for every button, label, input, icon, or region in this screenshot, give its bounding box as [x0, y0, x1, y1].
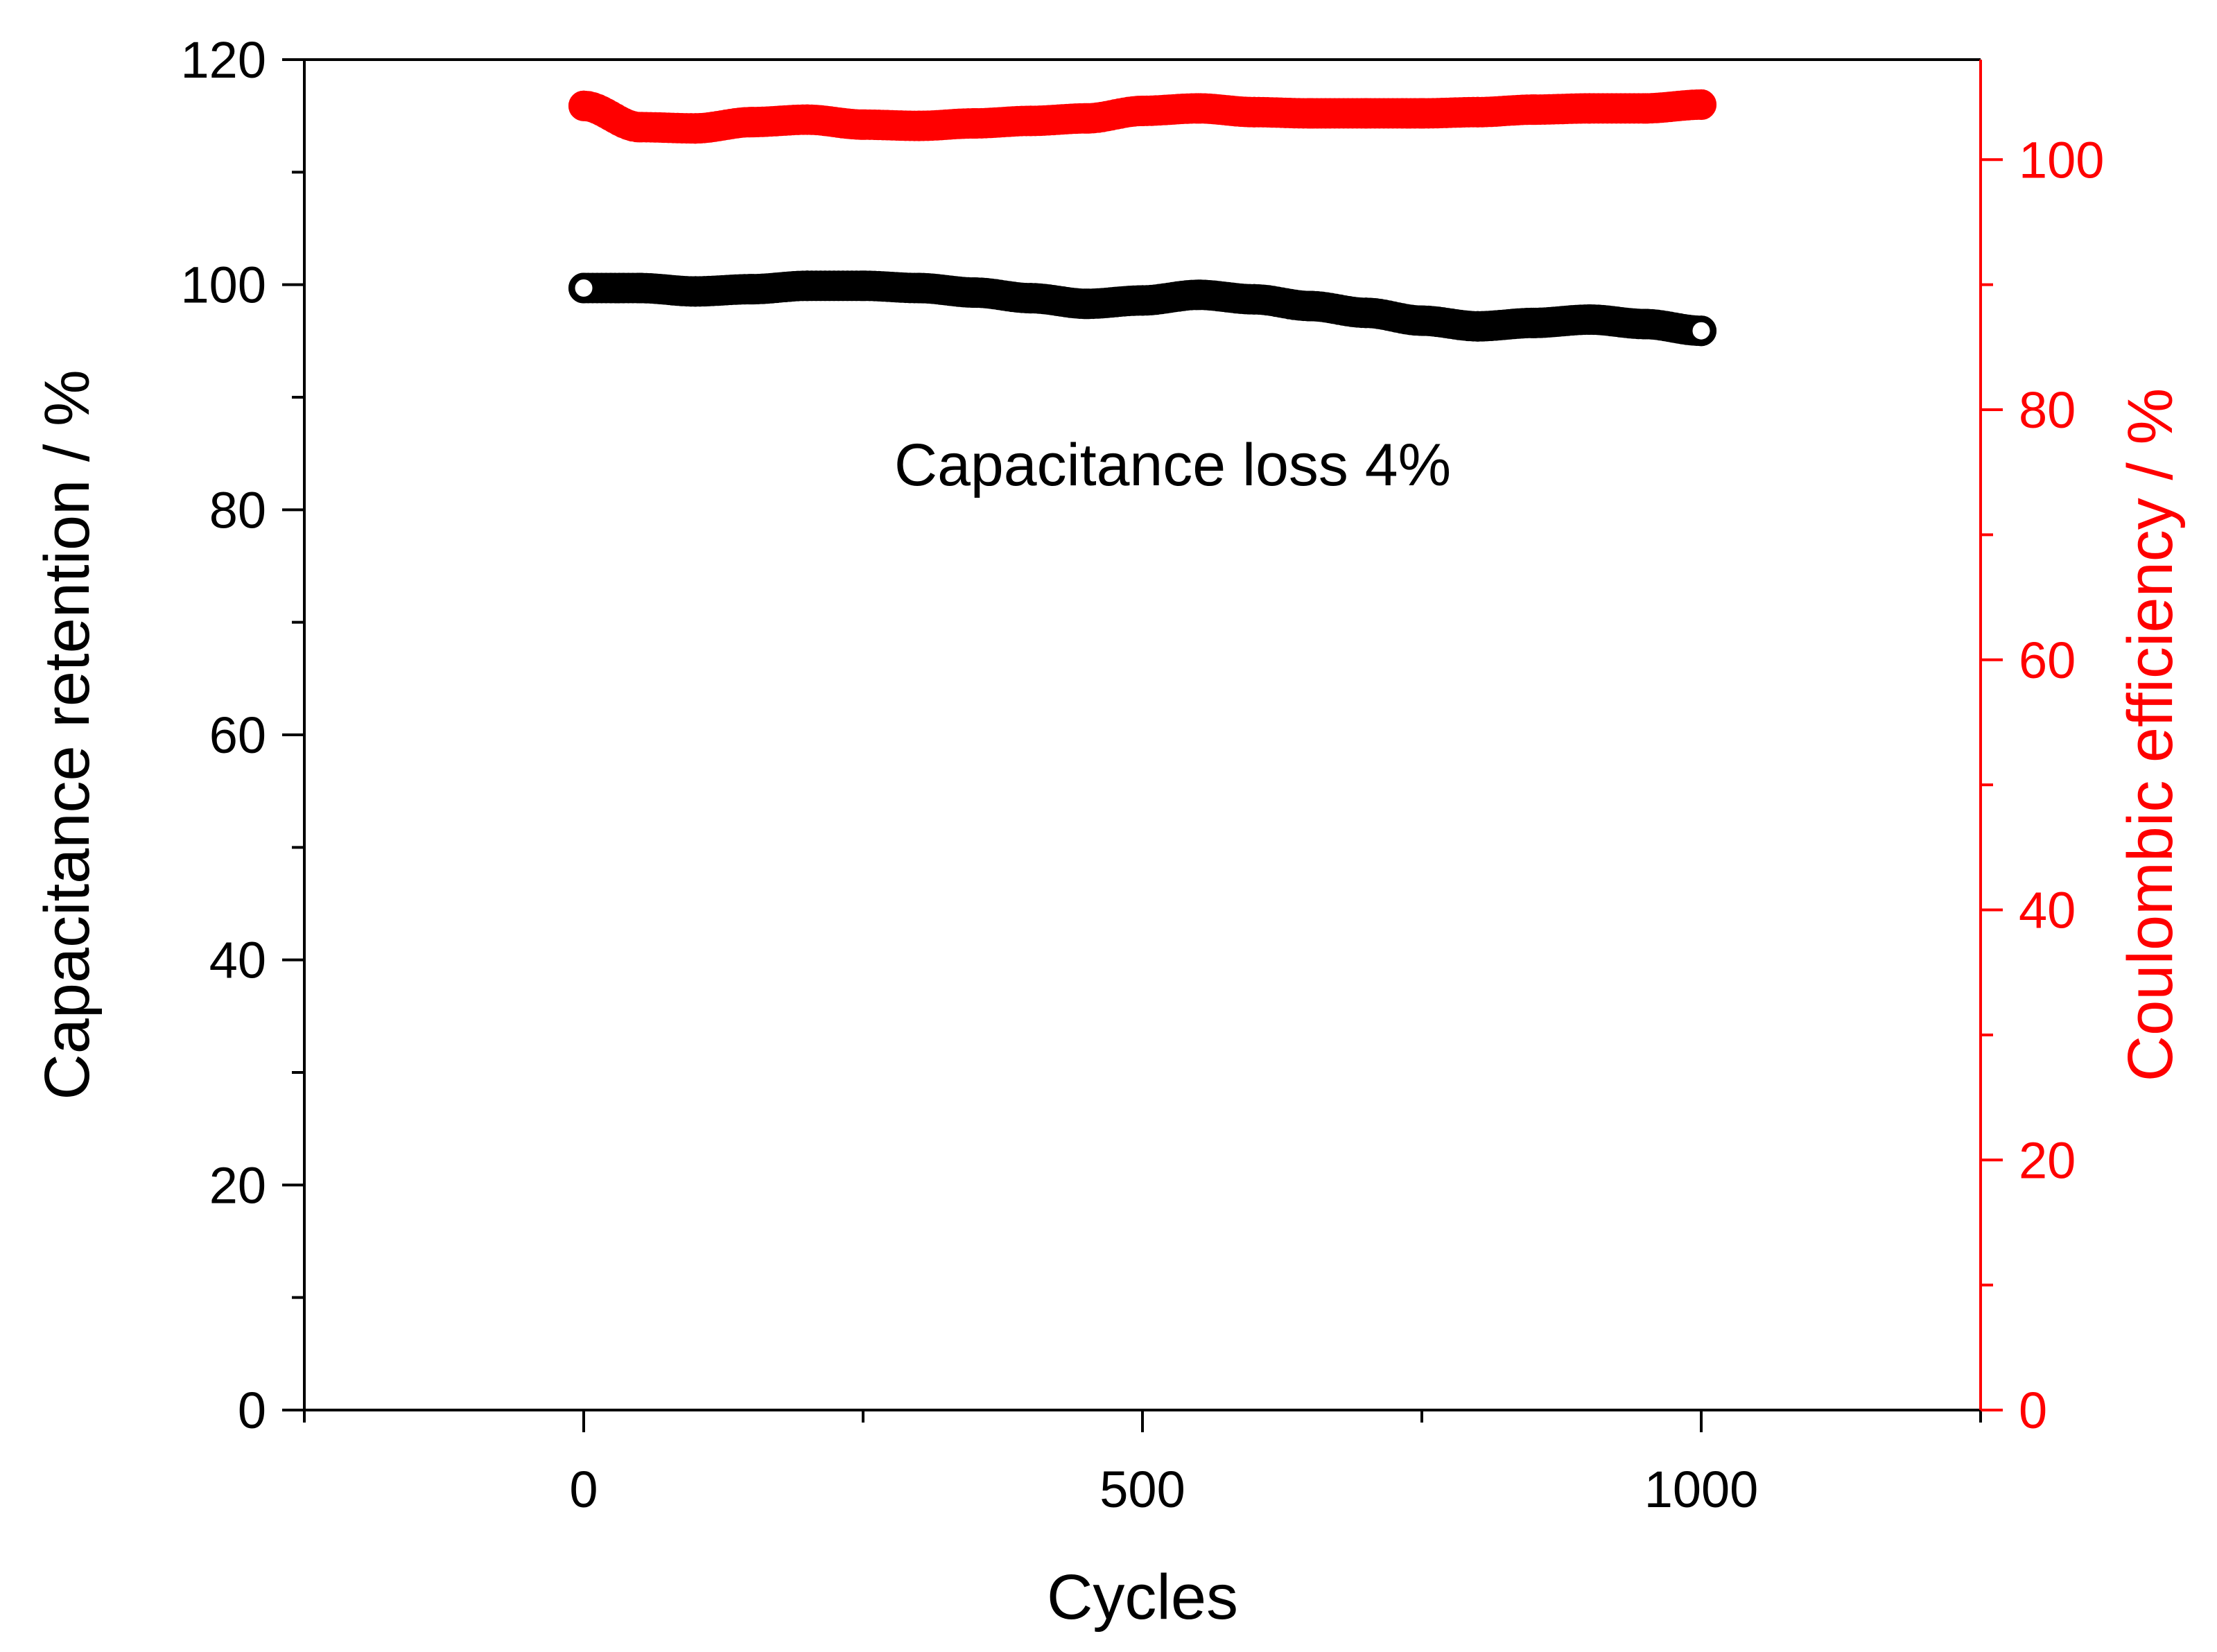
- retention-end-point: [1687, 317, 1715, 345]
- retention-point: [792, 270, 823, 302]
- efficiency-point: [680, 113, 711, 144]
- efficiency-point: [1239, 96, 1270, 128]
- x-tick-label: 1000: [1644, 1461, 1759, 1518]
- y2-tick-label: 60: [2019, 632, 2076, 689]
- efficiency-point: [1127, 95, 1158, 126]
- efficiency-point: [848, 109, 878, 140]
- y-axis-title: Capacitance retention / %: [32, 369, 103, 1100]
- retention-point: [1407, 305, 1437, 336]
- y-tick-label: 40: [209, 932, 266, 989]
- efficiency-point: [1407, 98, 1437, 129]
- retention-point: [624, 272, 655, 304]
- y2-tick-label: 100: [2019, 131, 2104, 189]
- efficiency-point: [1015, 105, 1046, 137]
- efficiency-point: [1071, 103, 1102, 134]
- y-tick-label: 20: [209, 1156, 266, 1214]
- retention-series: [568, 270, 1716, 347]
- retention-point: [959, 277, 991, 308]
- efficiency-point: [736, 107, 767, 138]
- efficiency-point: [624, 112, 655, 143]
- x-axis-title: Cycles: [1047, 1562, 1238, 1633]
- retention-point: [1239, 284, 1270, 315]
- series-layer: [568, 89, 1716, 347]
- retention-point: [1350, 297, 1382, 329]
- efficiency-point: [1630, 93, 1661, 124]
- retention-point: [1071, 288, 1102, 320]
- retention-point: [1127, 285, 1158, 316]
- y2-tick-label: 0: [2019, 1382, 2047, 1439]
- annotation-text: Capacitance loss 4%: [894, 432, 1451, 498]
- efficiency-point: [903, 110, 934, 141]
- retention-point: [903, 272, 934, 304]
- retention-point: [1574, 304, 1605, 335]
- y-tick-label: 80: [209, 481, 266, 539]
- y2-axis-title: Coulombic efficiency / %: [2115, 388, 2186, 1082]
- efficiency-point: [1574, 93, 1605, 124]
- efficiency-point: [1183, 93, 1214, 124]
- efficiency-point: [959, 107, 991, 139]
- x-tick-label: 500: [1099, 1461, 1185, 1518]
- efficiency-point: [568, 90, 599, 121]
- retention-start-point: [570, 275, 598, 302]
- retention-point: [1015, 283, 1046, 314]
- retention-point: [1294, 290, 1325, 322]
- x-tick-label: 0: [569, 1461, 598, 1518]
- retention-point: [1518, 307, 1549, 338]
- retention-point: [736, 274, 767, 305]
- efficiency-point: [1350, 98, 1382, 129]
- retention-point: [848, 270, 878, 302]
- axes-layer: 0 500 1000 0 20 40 60 80 100 120 0 20 40 60 80 100: [181, 31, 2105, 1518]
- y2-tick-label: 40: [2019, 882, 2076, 939]
- efficiency-point: [1686, 89, 1716, 120]
- efficiency-point: [1294, 98, 1325, 129]
- y2-tick-label: 80: [2019, 381, 2076, 439]
- y-tick-label: 0: [238, 1382, 266, 1439]
- efficiency-point: [792, 104, 823, 135]
- y-tick-label: 120: [181, 31, 266, 89]
- y-tick-label: 100: [181, 257, 266, 314]
- efficiency-series: [568, 89, 1716, 144]
- efficiency-point: [1518, 94, 1549, 125]
- retention-point: [1630, 308, 1661, 340]
- retention-point: [1462, 311, 1493, 342]
- y-tick-label: 60: [209, 706, 266, 764]
- y2-tick-label: 20: [2019, 1131, 2076, 1189]
- retention-point: [1183, 279, 1214, 311]
- efficiency-point: [1462, 96, 1493, 128]
- retention-point: [680, 276, 711, 307]
